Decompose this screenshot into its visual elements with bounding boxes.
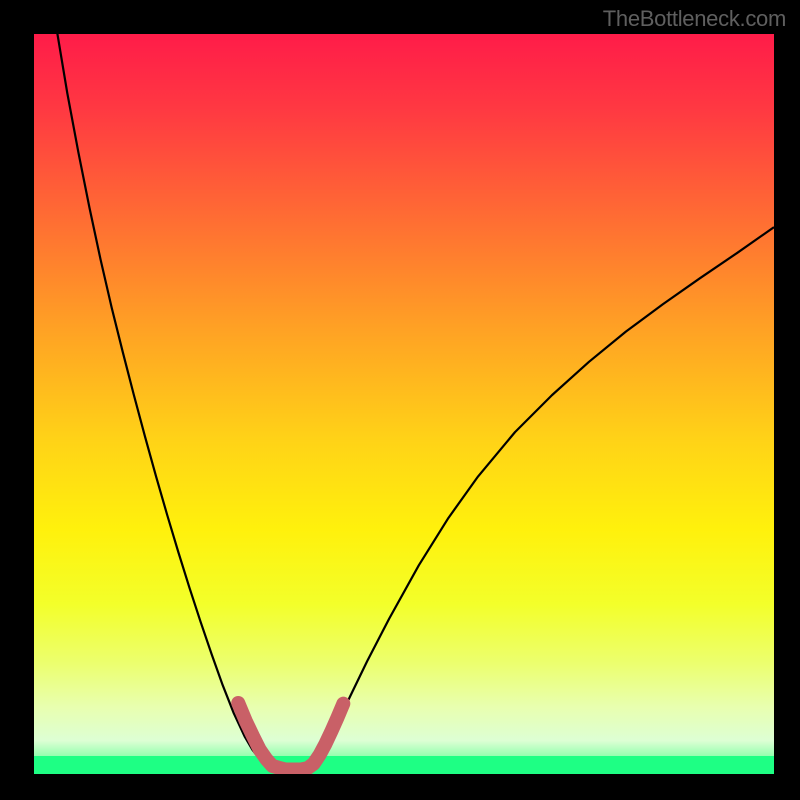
- marker-overlay: [34, 34, 774, 774]
- watermark-text: TheBottleneck.com: [603, 6, 786, 32]
- chart-plot-area: [34, 34, 774, 774]
